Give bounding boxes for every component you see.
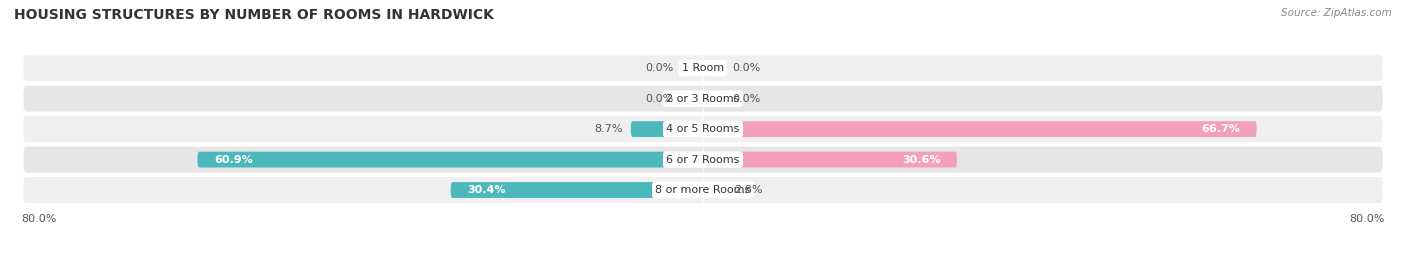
Text: 0.0%: 0.0%: [733, 63, 761, 73]
Text: 2 or 3 Rooms: 2 or 3 Rooms: [666, 94, 740, 104]
FancyBboxPatch shape: [703, 121, 1257, 137]
Text: HOUSING STRUCTURES BY NUMBER OF ROOMS IN HARDWICK: HOUSING STRUCTURES BY NUMBER OF ROOMS IN…: [14, 8, 494, 22]
FancyBboxPatch shape: [686, 60, 703, 76]
FancyBboxPatch shape: [703, 152, 957, 168]
Text: 8 or more Rooms: 8 or more Rooms: [655, 185, 751, 195]
FancyBboxPatch shape: [703, 60, 720, 76]
Text: 66.7%: 66.7%: [1201, 124, 1240, 134]
FancyBboxPatch shape: [451, 182, 703, 198]
FancyBboxPatch shape: [22, 54, 1384, 82]
FancyBboxPatch shape: [631, 121, 703, 137]
Text: Source: ZipAtlas.com: Source: ZipAtlas.com: [1281, 8, 1392, 18]
Text: 6 or 7 Rooms: 6 or 7 Rooms: [666, 155, 740, 165]
FancyBboxPatch shape: [22, 85, 1384, 113]
FancyBboxPatch shape: [703, 91, 720, 107]
FancyBboxPatch shape: [22, 115, 1384, 143]
Text: 0.0%: 0.0%: [733, 94, 761, 104]
Text: 8.7%: 8.7%: [593, 124, 623, 134]
Text: 60.9%: 60.9%: [214, 155, 253, 165]
Text: 4 or 5 Rooms: 4 or 5 Rooms: [666, 124, 740, 134]
Text: 2.8%: 2.8%: [734, 185, 763, 195]
FancyBboxPatch shape: [686, 91, 703, 107]
FancyBboxPatch shape: [197, 152, 703, 168]
Text: 30.6%: 30.6%: [901, 155, 941, 165]
FancyBboxPatch shape: [22, 146, 1384, 174]
Text: 30.4%: 30.4%: [467, 185, 506, 195]
FancyBboxPatch shape: [22, 176, 1384, 204]
Text: 0.0%: 0.0%: [645, 94, 673, 104]
FancyBboxPatch shape: [703, 182, 727, 198]
Text: 0.0%: 0.0%: [645, 63, 673, 73]
Text: 1 Room: 1 Room: [682, 63, 724, 73]
